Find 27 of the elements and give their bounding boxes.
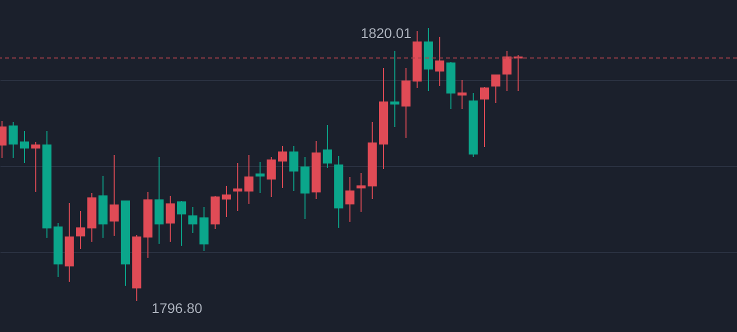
candlestick — [480, 86, 490, 148]
candlestick — [435, 36, 444, 86]
candlestick — [289, 145, 298, 192]
candlestick — [110, 154, 119, 236]
candlestick — [278, 145, 288, 188]
candlestick — [356, 172, 366, 212]
candlestick — [188, 206, 198, 234]
candlestick — [502, 50, 512, 92]
candlestick — [266, 156, 276, 198]
candlestick — [222, 185, 231, 218]
candlestick — [345, 176, 354, 222]
annotation: 1820.01 — [360, 24, 412, 41]
candlestick — [390, 50, 400, 128]
candlestick — [458, 79, 467, 110]
candlestick — [244, 154, 254, 204]
candlestick — [166, 195, 175, 242]
candlestick — [8, 121, 18, 158]
candlestick — [491, 74, 500, 104]
candlestick — [20, 130, 29, 164]
candlestick — [31, 141, 40, 192]
candlestick — [256, 161, 265, 194]
candlestick — [177, 200, 186, 246]
annotation: 1796.80 — [152, 300, 202, 316]
candlestick — [322, 124, 332, 168]
candlestick — [233, 162, 242, 212]
candlestick — [76, 210, 86, 250]
candlestick — [154, 156, 164, 244]
